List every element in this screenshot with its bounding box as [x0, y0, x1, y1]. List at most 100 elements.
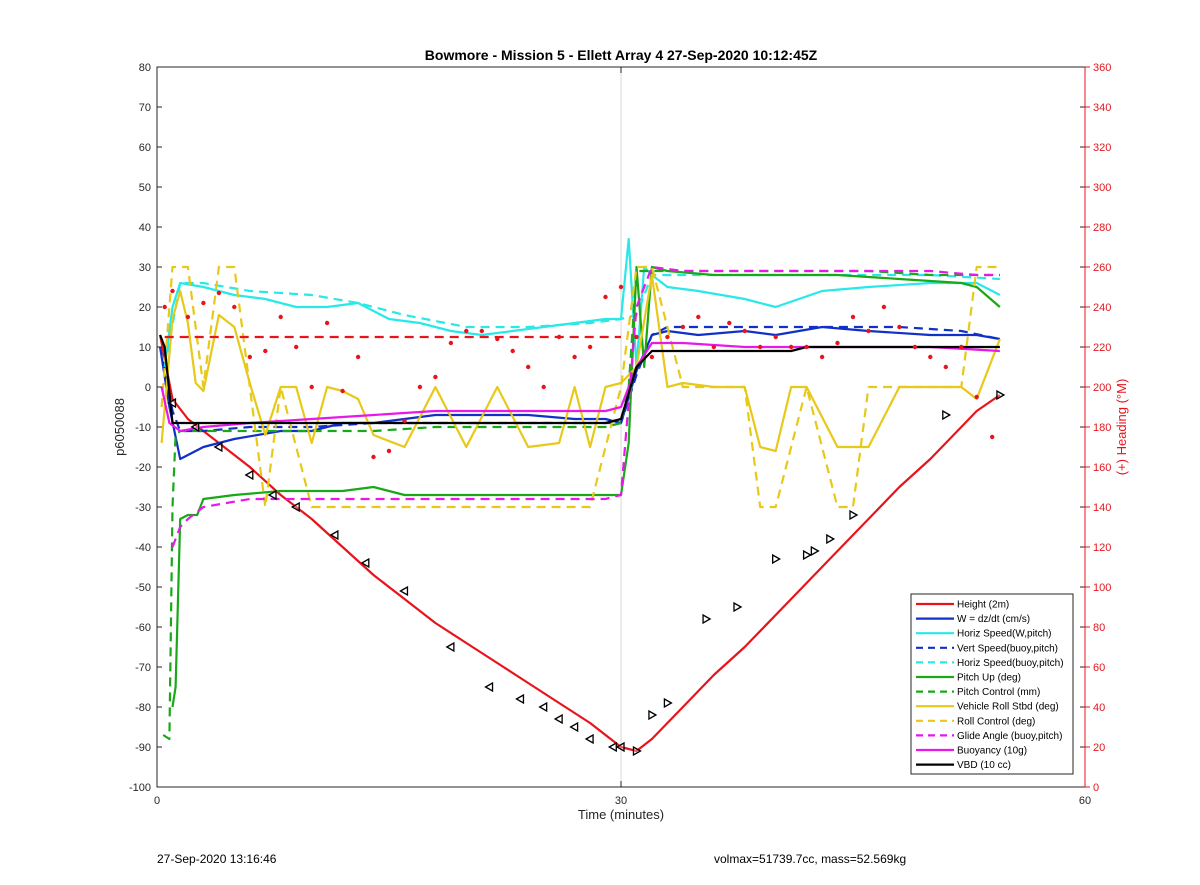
- heading-point: [727, 320, 732, 326]
- height-track-marker: [810, 545, 820, 557]
- height-track-marker: [538, 701, 548, 713]
- y2-tick-label: 120: [1093, 542, 1111, 554]
- heading-point: [464, 328, 469, 334]
- x-tick-label: 60: [1079, 795, 1091, 807]
- legend-box: [910, 593, 1074, 775]
- heading-point: [634, 334, 639, 340]
- heading-point: [201, 300, 206, 306]
- series-line-roll-control-deg: [160, 265, 1000, 509]
- y-tick-label: 20: [139, 302, 151, 314]
- y2-tick-label: 320: [1093, 142, 1111, 154]
- heading-point: [433, 374, 438, 380]
- height-track-marker: [733, 601, 743, 613]
- height-track-marker: [445, 641, 455, 653]
- heading-point: [665, 334, 670, 340]
- heading-point: [959, 344, 964, 350]
- y-axis-label: p6050088: [112, 398, 127, 456]
- heading-point: [928, 354, 933, 360]
- y-tick-label: 10: [139, 342, 151, 354]
- heading-point: [247, 354, 252, 360]
- legend-item-label: Horiz Speed(buoy,pitch): [957, 658, 1064, 669]
- heading-point: [850, 314, 856, 320]
- y-tick-label: -30: [135, 502, 151, 514]
- heading-point: [355, 354, 361, 360]
- heading-point: [866, 328, 871, 334]
- heading-point: [309, 384, 314, 390]
- heading-point: [162, 304, 167, 310]
- heading-point: [572, 354, 577, 360]
- y-tick-label: -50: [135, 582, 151, 594]
- height-track-marker: [329, 529, 339, 541]
- heading-point: [974, 394, 979, 400]
- heading-point: [448, 340, 454, 346]
- y-tick-label: -90: [135, 742, 151, 754]
- y2-tick-label: 60: [1093, 662, 1105, 674]
- height-track-marker: [290, 501, 300, 513]
- y-tick-label: -80: [135, 702, 151, 714]
- height-track-marker: [615, 741, 625, 753]
- heading-point: [990, 434, 995, 440]
- y2-tick-label: 40: [1093, 702, 1105, 714]
- legend-item-label: Height (2m): [957, 600, 1009, 611]
- height-track-marker: [632, 745, 642, 757]
- y-tick-label: 70: [139, 102, 151, 114]
- heading-point: [943, 364, 948, 370]
- height-track-marker: [802, 549, 812, 561]
- y2-tick-label: 280: [1093, 222, 1111, 234]
- heading-point: [711, 344, 716, 350]
- heading-point: [340, 388, 345, 394]
- heading-point: [479, 328, 484, 334]
- height-track-marker: [515, 693, 525, 705]
- heading-point: [773, 334, 778, 340]
- heading-point: [680, 324, 686, 330]
- y2-axis-label: (+) Heading (°M): [1114, 379, 1129, 476]
- y-tick-label: 0: [145, 382, 151, 394]
- heading-point: [912, 344, 918, 350]
- heading-point: [788, 344, 794, 350]
- y-tick-label: 40: [139, 222, 151, 234]
- heading-point: [758, 344, 763, 350]
- series-line-w-dz-dt-cm-s: [159, 325, 1001, 461]
- y2-tick-label: 300: [1093, 182, 1111, 194]
- heading-point: [371, 454, 376, 460]
- legend-item-label: W = dz/dt (cm/s): [957, 614, 1030, 625]
- series-line-vehicle-roll-stbd-deg: [160, 273, 1001, 453]
- legend-item-label: Pitch Control (mm): [957, 687, 1040, 698]
- heading-point: [324, 320, 330, 326]
- height-track-marker: [553, 713, 563, 725]
- legend-item-label: Pitch Up (deg): [957, 673, 1021, 684]
- heading-point: [170, 288, 175, 294]
- x-tick-label: 30: [615, 795, 627, 807]
- heading-point: [804, 344, 809, 350]
- heading-point: [294, 344, 299, 350]
- legend: Height (2m) W = dz/dt (cm/s) Horiz Speed(W…: [910, 593, 1074, 775]
- height-track-marker: [584, 733, 594, 745]
- y2-tick-label: 220: [1093, 342, 1111, 354]
- height-track-marker: [663, 697, 673, 709]
- y-tick-label: -60: [135, 622, 151, 634]
- heading-point: [897, 324, 902, 330]
- y-tick-label: 50: [139, 182, 151, 194]
- heading-point: [216, 290, 222, 296]
- y-tick-label: -100: [129, 782, 151, 794]
- y-tick-label: -20: [135, 462, 151, 474]
- legend-item-label: Glide Angle (buoy,pitch): [957, 731, 1062, 742]
- series-line-pitch-up-deg: [171, 265, 1001, 708]
- chart-title: Bowmore - Mission 5 - Ellett Array 4 27-…: [425, 47, 818, 63]
- legend-item-label: Vert Speed(buoy,pitch): [957, 643, 1058, 654]
- height-track-marker: [772, 553, 781, 565]
- legend-item-label: Vehicle Roll Stbd (deg): [957, 702, 1059, 713]
- heading-point: [603, 294, 608, 300]
- heading-point: [232, 304, 237, 310]
- heading-point: [835, 340, 840, 346]
- y2-tick-label: 180: [1093, 422, 1111, 434]
- series-line-buoyancy-10g: [160, 341, 1000, 433]
- y2-tick-label: 140: [1093, 502, 1111, 514]
- height-track-marker: [360, 557, 370, 569]
- y-tick-label: 60: [139, 142, 151, 154]
- heading-point: [185, 314, 191, 320]
- heading-point: [495, 336, 500, 342]
- height-track-marker: [244, 469, 254, 481]
- height-track-marker: [484, 681, 494, 693]
- heading-point: [618, 284, 624, 290]
